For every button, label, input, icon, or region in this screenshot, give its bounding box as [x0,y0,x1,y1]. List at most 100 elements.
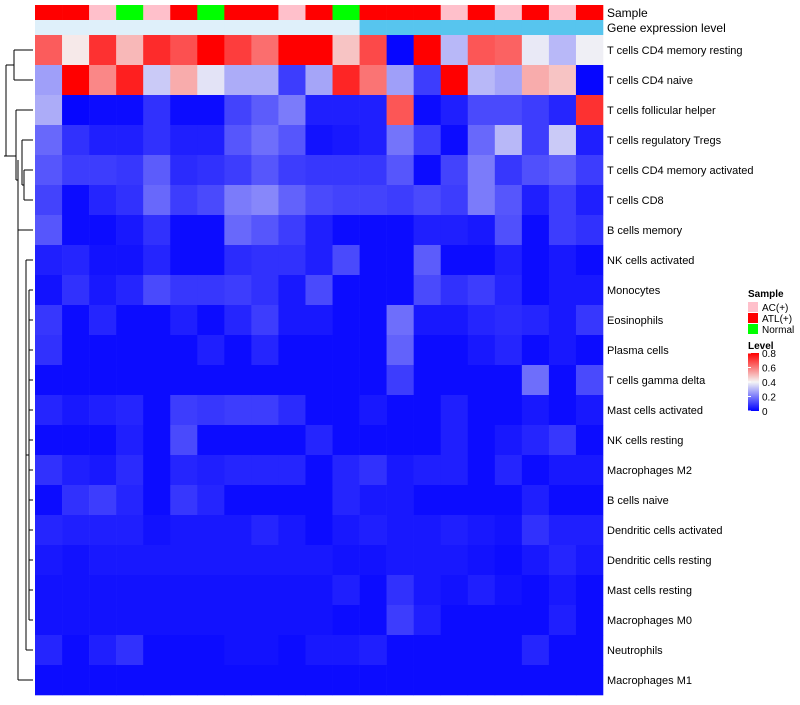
heatmap-cell [197,635,225,666]
sample-legend-label: Normal [762,325,794,336]
heatmap-cell [467,635,496,666]
heatmap-cell [89,35,117,66]
heatmap-cell [35,485,63,516]
heatmap-cell [305,155,333,186]
heatmap-cell [305,605,333,636]
heatmap-cell [197,155,225,186]
heatmap-cell [332,35,360,66]
heatmap-cell [521,335,550,366]
row-label: T cells regulatory Tregs [607,135,722,147]
heatmap-cell [251,65,279,96]
sample-annotation-cell [278,5,306,20]
heatmap-cell [197,395,225,426]
heatmap-cell [116,455,144,486]
heatmap-cell [116,575,144,606]
heatmap-cell [170,35,198,66]
heatmap-cell [116,425,144,456]
sample-annotation-track [35,5,604,20]
heatmap-cell [224,605,252,636]
heatmap-cell [440,515,469,546]
heatmap-cell [143,35,171,66]
heatmap-cell [116,65,144,96]
heatmap-cell [413,275,442,306]
heatmap-cell [89,185,117,216]
heatmap-cell [62,605,90,636]
heatmap-cell [89,395,117,426]
row-label: T cells follicular helper [607,105,716,117]
heatmap-cell [386,545,414,576]
heatmap-cell [521,245,550,276]
heatmap-cell [197,515,225,546]
heatmap-cell [251,665,279,696]
heatmap-cell [575,425,604,456]
heatmap-cell [116,245,144,276]
heatmap-cell [278,545,306,576]
heatmap-cell [35,425,63,456]
heatmap-cell [143,545,171,576]
heatmap-cell [62,515,90,546]
heatmap-cell [35,455,63,486]
heatmap-cell [332,335,360,366]
heatmap-cell [413,515,442,546]
heatmap-cell [251,35,279,66]
heatmap-cell [467,425,496,456]
heatmap-cell [467,245,496,276]
heatmap-cell [116,395,144,426]
heatmap-cell [35,335,63,366]
heatmap-cell [494,455,523,486]
heatmap-cell [224,485,252,516]
heatmap-cell [35,365,63,396]
sample-annotation-cell [575,5,604,20]
heatmap-cell [251,455,279,486]
heatmap-cell [89,95,117,126]
heatmap-cell [89,635,117,666]
heatmap-cell [440,485,469,516]
sample-annotation-cell [35,5,63,20]
heatmap-cell [521,485,550,516]
heatmap-cell [251,635,279,666]
heatmap-cell [494,425,523,456]
heatmap-cell [521,215,550,246]
heatmap-cell [224,365,252,396]
heatmap-cell [89,515,117,546]
heatmap-cell [386,605,414,636]
heatmap-cell [62,335,90,366]
expression-annotation-cell [575,20,604,35]
heatmap-cell [116,485,144,516]
heatmap-cell [278,215,306,246]
heatmap-cell [440,305,469,336]
heatmap-cell [440,155,469,186]
heatmap-cell [521,545,550,576]
heatmap-cell [494,95,523,126]
heatmap-cell [359,635,387,666]
row-label: Neutrophils [607,645,663,657]
heatmap-cell [575,95,604,126]
heatmap-cell [359,605,387,636]
heatmap-cell [170,305,198,336]
heatmap-cell [575,395,604,426]
heatmap-cell [224,635,252,666]
heatmap-cell [440,245,469,276]
heatmap-cell [197,95,225,126]
heatmap-cell [413,245,442,276]
heatmap-cell [467,515,496,546]
heatmap-cell [575,455,604,486]
expression-annotation-cell [170,20,198,35]
heatmap-cell [143,95,171,126]
heatmap-cell [440,335,469,366]
heatmap-cell [440,575,469,606]
heatmap-cell [548,485,577,516]
heatmap-cell [278,485,306,516]
heatmap-cell [62,125,90,156]
heatmap-cell [170,245,198,276]
heatmap-cell [62,35,90,66]
heatmap-cell [521,425,550,456]
heatmap-cell [170,125,198,156]
row-label: T cells CD4 naive [607,75,693,87]
heatmap-cell [197,185,225,216]
heatmap-cell [197,665,225,696]
heatmap-cell [440,635,469,666]
heatmap-cell [197,455,225,486]
heatmap-cell [89,215,117,246]
